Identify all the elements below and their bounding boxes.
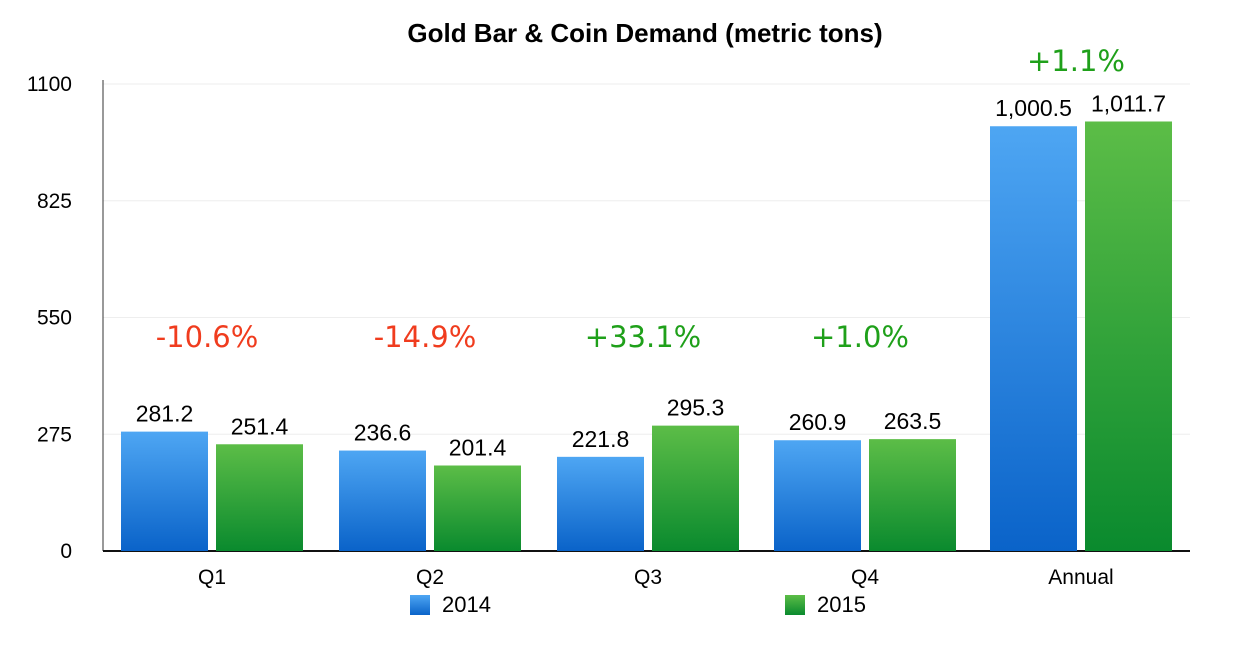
- chart-title: Gold Bar & Coin Demand (metric tons): [407, 18, 883, 48]
- x-tick-label: Q4: [851, 566, 879, 589]
- legend-label-2014: 2014: [442, 592, 491, 617]
- change-label: +1.0%: [811, 320, 909, 354]
- x-tick-label: Q1: [198, 566, 226, 589]
- change-label: -10.6%: [156, 320, 259, 354]
- y-tick-label: 825: [37, 190, 72, 213]
- data-label: 1,011.7: [1091, 90, 1166, 116]
- data-label: 201.4: [449, 434, 507, 460]
- bar-2014-q3: [557, 456, 644, 551]
- legend-label-2015: 2015: [817, 592, 866, 617]
- bar-2014-annual: [990, 126, 1077, 551]
- bar-2014-q4: [774, 440, 861, 551]
- y-tick-label: 275: [37, 423, 72, 446]
- legend: 2014 2015: [0, 592, 1240, 622]
- bar-2014-q2: [339, 450, 426, 551]
- y-tick-label: 1100: [27, 73, 72, 96]
- legend-swatch-2015: [785, 595, 805, 615]
- bar-2015-q3: [652, 425, 739, 551]
- x-tick-label: Annual: [1048, 566, 1113, 589]
- x-tick-label: Q2: [416, 566, 444, 589]
- bar-2014-q1: [121, 431, 208, 551]
- legend-swatch-2014: [410, 595, 430, 615]
- change-label: -14.9%: [374, 320, 477, 354]
- data-label: 263.5: [884, 408, 942, 434]
- bar-2015-q1: [216, 444, 303, 551]
- change-label: +33.1%: [585, 320, 701, 354]
- data-label: 281.2: [136, 401, 194, 427]
- data-label: 295.3: [667, 395, 725, 421]
- data-label: 236.6: [354, 420, 412, 446]
- data-label: 251.4: [231, 413, 289, 439]
- bar-2015-q4: [869, 439, 956, 551]
- data-label: 1,000.5: [995, 95, 1072, 121]
- data-label: 221.8: [572, 426, 630, 452]
- y-tick-label: 550: [37, 307, 72, 330]
- legend-item-2014: 2014: [410, 592, 491, 618]
- y-tick-label: 0: [60, 540, 72, 563]
- change-label: +1.1%: [1027, 44, 1125, 78]
- legend-item-2015: 2015: [785, 592, 866, 618]
- data-label: 260.9: [789, 409, 847, 435]
- bar-2015-annual: [1085, 121, 1172, 551]
- x-tick-label: Q3: [634, 566, 662, 589]
- bar-2015-q2: [434, 465, 521, 551]
